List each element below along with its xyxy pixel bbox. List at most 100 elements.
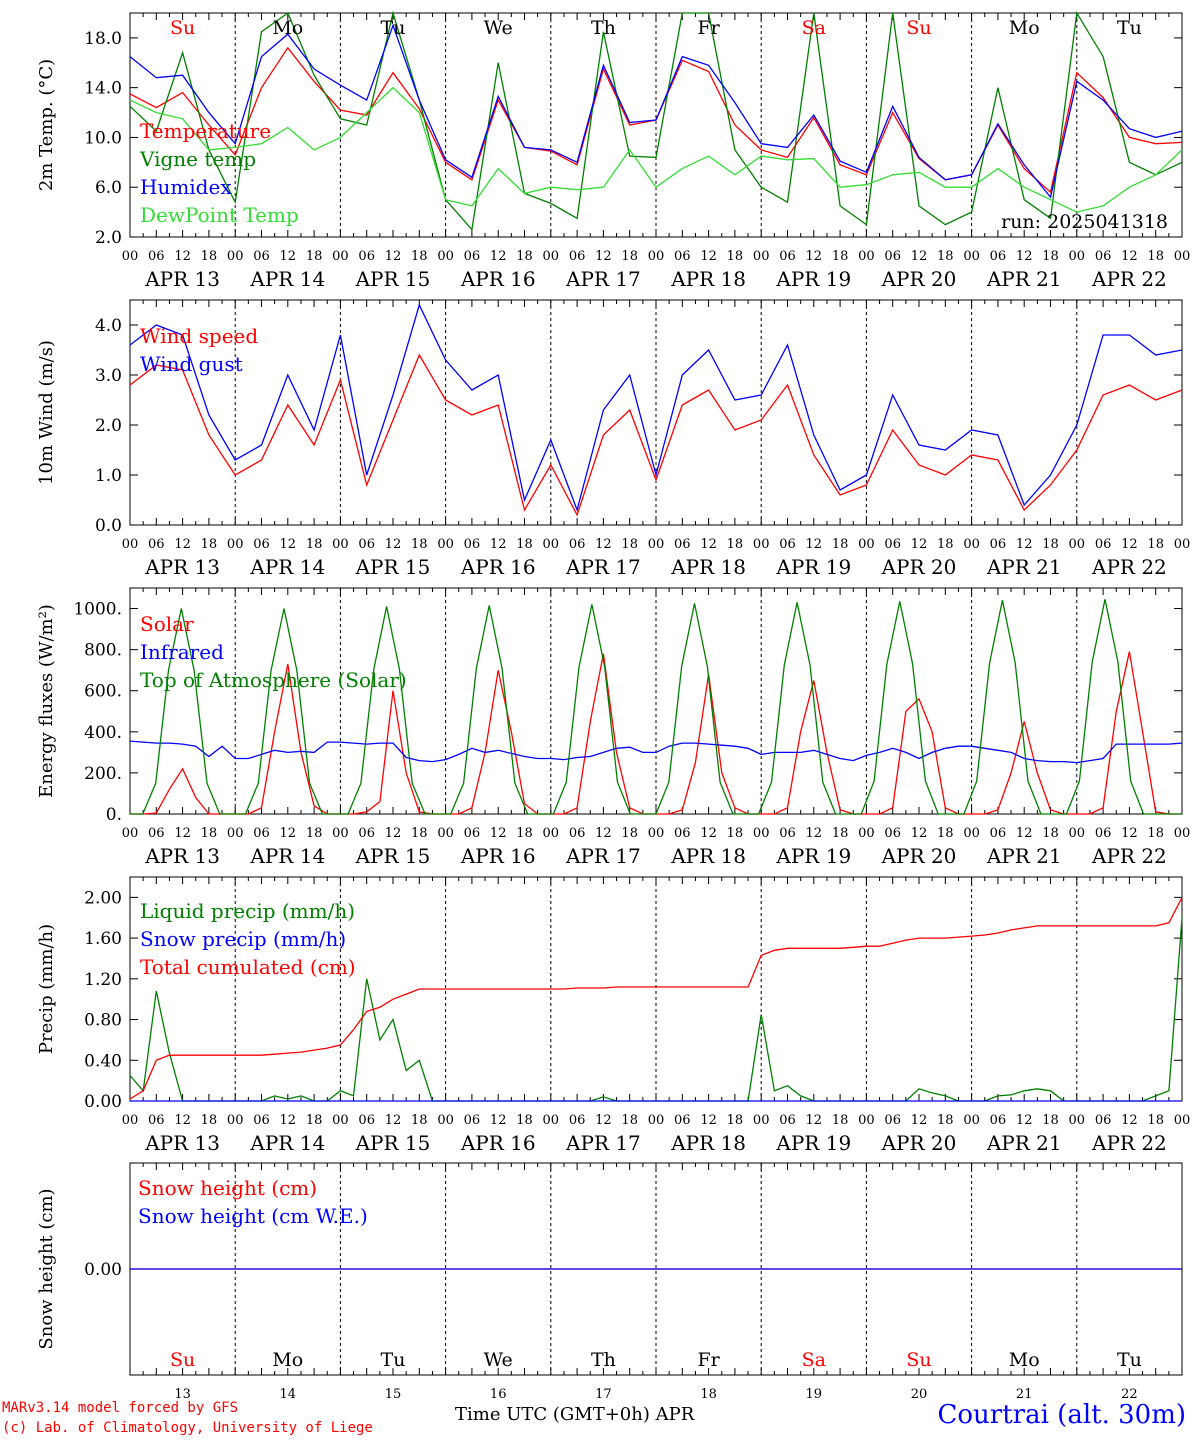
x-date-label: APR 14: [249, 555, 325, 579]
x-hour-label: 12: [280, 826, 297, 841]
x-hour-label: 18: [516, 249, 533, 264]
x-hour-label: 12: [1016, 249, 1033, 264]
weekday-label-bottom: Mo: [272, 1349, 303, 1371]
x-hour-label: 00: [543, 537, 560, 552]
x-hour-label: 18: [201, 537, 218, 552]
x-date-label: APR 19: [775, 844, 851, 868]
x-hour-label: 18: [621, 1113, 638, 1128]
y-axis-title: Snow height (cm): [36, 1188, 57, 1349]
x-hour-label: 06: [884, 249, 901, 264]
legend-entry: Infrared: [140, 640, 224, 664]
x-hour-label: 18: [516, 826, 533, 841]
x-hour-label: 00: [122, 1113, 139, 1128]
x-date-label: APR 21: [986, 844, 1062, 868]
x-hour-label: 06: [884, 537, 901, 552]
x-hour-label: 12: [806, 826, 823, 841]
x-hour-label: 06: [148, 537, 165, 552]
weekday-label-top: Sa: [802, 17, 826, 39]
legend-entry: Snow height (cm): [138, 1176, 317, 1200]
x-hour-label: 06: [358, 1113, 375, 1128]
x-hour-label: 06: [464, 826, 481, 841]
weekday-label-top: Su: [170, 17, 195, 39]
x-hour-label: 12: [174, 1113, 191, 1128]
weekday-label-top: Mo: [272, 17, 303, 39]
x-hour-label: 12: [280, 1113, 297, 1128]
y-axis-title: 2m Temp. (°C): [36, 59, 57, 191]
legend-entry: Humidex: [140, 175, 232, 199]
legend-entry: DewPoint Temp: [140, 203, 299, 227]
x-hour-label: 18: [411, 249, 428, 264]
weekday-label-top: We: [484, 17, 513, 39]
x-hour-label: 18: [621, 249, 638, 264]
x-hour-label: 00: [332, 1113, 349, 1128]
x-date-label: APR 18: [670, 1131, 746, 1155]
y-tick-label: 2.0: [95, 416, 122, 436]
y-tick-label: 0.0: [95, 516, 122, 536]
x-hour-label: 18: [832, 249, 849, 264]
weekday-label-bottom: Fr: [697, 1349, 720, 1371]
x-hour-label: 12: [385, 249, 402, 264]
day-number: 22: [1121, 1387, 1138, 1402]
x-hour-label: 12: [490, 249, 507, 264]
y-tick-label: 400.: [84, 723, 122, 743]
x-hour-label: 00: [227, 249, 244, 264]
y-tick-label: 2.00: [84, 888, 122, 908]
x-hour-label: 12: [174, 826, 191, 841]
x-hour-label: 12: [1016, 537, 1033, 552]
x-date-label: APR 15: [355, 844, 431, 868]
x-hour-label: 06: [464, 249, 481, 264]
x-date-label: APR 21: [986, 1131, 1062, 1155]
x-date-label: APR 14: [249, 844, 325, 868]
y-tick-label: 18.0: [84, 29, 122, 49]
day-number: 20: [911, 1387, 928, 1402]
model-credit: MARv3.14 model forced by GFS: [2, 1400, 239, 1416]
x-hour-label: 18: [201, 826, 218, 841]
y-axis-title: Energy fluxes (W/m²): [36, 604, 57, 798]
y-tick-label: 14.0: [84, 79, 122, 99]
x-hour-label: 00: [1174, 1113, 1191, 1128]
weekday-label-bottom: Th: [591, 1349, 616, 1371]
weekday-label-top: Mo: [1009, 17, 1040, 39]
x-hour-label: 18: [1042, 826, 1059, 841]
x-hour-label: 18: [1147, 537, 1164, 552]
x-hour-label: 12: [911, 1113, 928, 1128]
x-hour-label: 12: [806, 249, 823, 264]
x-hour-label: 06: [569, 826, 586, 841]
legend-entry: Wind gust: [140, 352, 243, 376]
series-line-vigne-temp: [129, 10, 1183, 231]
legend-entry: Temperature: [140, 119, 271, 143]
y-tick-label: 0.00: [84, 1260, 122, 1280]
x-date-label: APR 15: [355, 555, 431, 579]
x-hour-label: 00: [227, 1113, 244, 1128]
x-hour-label: 12: [700, 1113, 717, 1128]
y-tick-label: 0.00: [84, 1092, 122, 1112]
x-hour-label: 06: [358, 249, 375, 264]
x-hour-label: 18: [306, 249, 323, 264]
legend-entry: Snow height (cm W.E.): [138, 1204, 368, 1228]
x-hour-label: 18: [937, 537, 954, 552]
legend-entry: Solar: [140, 612, 194, 636]
day-number: 17: [595, 1387, 612, 1402]
series-line-humidex: [129, 23, 1183, 199]
x-date-label: APR 22: [1091, 844, 1167, 868]
weekday-label-top: Tu: [381, 17, 406, 39]
x-hour-label: 12: [1121, 249, 1138, 264]
x-hour-label: 00: [1174, 826, 1191, 841]
weekday-label-top: Th: [591, 17, 616, 39]
series-line-wind-gust: [129, 303, 1183, 513]
x-hour-label: 06: [1095, 1113, 1112, 1128]
x-hour-label: 12: [385, 537, 402, 552]
x-hour-label: 18: [621, 826, 638, 841]
x-hour-label: 00: [963, 249, 980, 264]
x-date-label: APR 16: [460, 844, 536, 868]
x-hour-label: 12: [700, 826, 717, 841]
x-hour-label: 00: [753, 249, 770, 264]
x-date-label: APR 18: [670, 267, 746, 291]
x-hour-label: 18: [727, 826, 744, 841]
station-title: Courtrai (alt. 30m): [937, 1400, 1187, 1430]
x-hour-label: 00: [648, 537, 665, 552]
x-date-label: APR 17: [565, 555, 641, 579]
x-hour-label: 18: [306, 1113, 323, 1128]
x-hour-label: 06: [148, 249, 165, 264]
